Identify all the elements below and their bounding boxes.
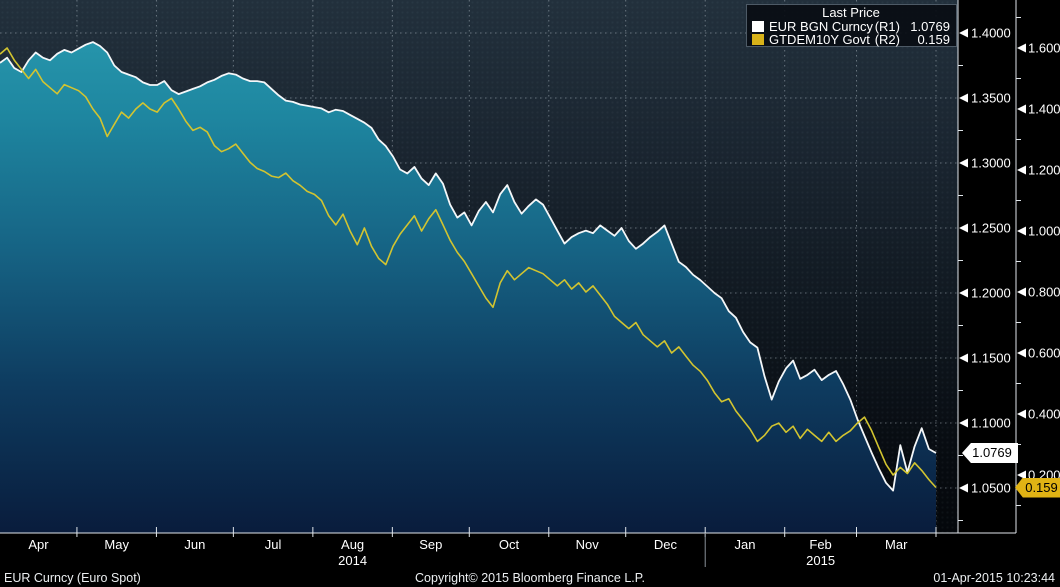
x-axis-month-label: May — [104, 537, 129, 552]
axis-tick-arrow-icon — [959, 28, 968, 38]
y-axis-tick-label: 1.2500 — [971, 221, 1011, 236]
x-axis-year-label: 2015 — [806, 553, 836, 568]
y-axis-tick-label: 1.400 — [1028, 102, 1060, 117]
x-axis-month-label: Sep — [419, 537, 443, 552]
axis-tick-arrow-icon — [1017, 287, 1026, 297]
eur-series-swatch — [752, 21, 764, 32]
y-axis-tick-label: 0.400 — [1028, 407, 1060, 422]
y-axis-tick-label: 1.2000 — [971, 286, 1011, 301]
status-bar: EUR Curncy (Euro Spot) Copyright© 2015 B… — [0, 569, 1060, 587]
legend-row-eur[interactable]: EUR BGN Curncy (R1) 1.0769 — [752, 20, 950, 33]
y-axis-tick-label: 1.4000 — [971, 26, 1011, 41]
axis-tick-arrow-icon — [1017, 165, 1026, 175]
gtdem10y-series-last-price: 0.159 — [917, 32, 950, 47]
legend-title: Last Price — [822, 5, 880, 20]
x-axis-month-label: Apr — [28, 537, 49, 552]
x-axis-year-label: 2014 — [338, 553, 368, 568]
gtdem10y-last-price-tag: 0.159 — [1015, 477, 1060, 498]
y-axis-tick-label: 0.600 — [1028, 346, 1060, 361]
gtdem10y-yield-line — [0, 47, 937, 489]
eur-area-fill — [0, 42, 936, 533]
x-axis-month-label: Nov — [575, 537, 599, 552]
x-axis-month-label: Jan — [734, 537, 756, 552]
y-axis-tick-label: 1.0500 — [971, 481, 1011, 496]
eur-price-line — [0, 41, 937, 492]
axis-tick-arrow-icon — [1017, 470, 1026, 480]
chart-legend[interactable]: Last Price EUR BGN Curncy (R1) 1.0769 GT… — [746, 4, 957, 47]
x-axis-month-label: Feb — [809, 537, 832, 552]
axis-tick-arrow-icon — [959, 93, 968, 103]
y-axis-tick-label: 1.000 — [1028, 224, 1060, 239]
gtdem10y-series-axis: (R2) — [874, 32, 900, 47]
x-axis-month-label: Jun — [184, 537, 206, 552]
eur-series-name: EUR BGN Curncy — [769, 19, 874, 34]
axis-tick-arrow-icon — [959, 353, 968, 363]
x-axis-month-label: Jul — [264, 537, 282, 552]
eur-series-last-price: 1.0769 — [910, 19, 950, 34]
y-axis-tick-label: 1.3500 — [971, 91, 1011, 106]
axis-tick-arrow-icon — [1017, 348, 1026, 358]
y-axis-tick-label: 1.600 — [1028, 41, 1060, 56]
axis-tick-arrow-icon — [959, 418, 968, 428]
axis-tick-arrow-icon — [959, 288, 968, 298]
axis-tick-arrow-icon — [1017, 409, 1026, 419]
y-axis-tick-label: 0.800 — [1028, 285, 1060, 300]
security-description: EUR Curncy (Euro Spot) — [4, 571, 141, 585]
x-axis-month-label: Aug — [341, 537, 365, 552]
axis-tick-arrow-icon — [959, 223, 968, 233]
gtdem10y-series-name: GTDEM10Y Govt — [769, 32, 870, 47]
axis-tick-arrow-icon — [959, 483, 968, 493]
axis-tick-arrow-icon — [959, 158, 968, 168]
gtdem10y-series-swatch — [752, 34, 764, 45]
axis-tick-arrow-icon — [1017, 104, 1026, 114]
axis-tick-arrow-icon — [1017, 43, 1026, 53]
eur-series-axis: (R1) — [874, 19, 900, 34]
copyright-notice: Copyright© 2015 Bloomberg Finance L.P. — [415, 571, 645, 585]
legend-row-gtdem10y[interactable]: GTDEM10Y Govt (R2) 0.159 — [752, 33, 950, 46]
x-axis-month-label: Dec — [653, 537, 678, 552]
axis-tick-arrow-icon — [1017, 226, 1026, 236]
x-axis-month-label: Mar — [885, 537, 908, 552]
x-axis-month-label: Oct — [498, 537, 520, 552]
timestamp: 01-Apr-2015 10:23:44 — [933, 571, 1055, 585]
y-axis-tick-label: 1.200 — [1028, 163, 1060, 178]
eur-last-price-tag: 1.0769 — [962, 443, 1018, 464]
y-axis-tick-label: 1.3000 — [971, 156, 1011, 171]
y-axis-tick-label: 1.1500 — [971, 351, 1011, 366]
y-axis-tick-label: 1.1000 — [971, 416, 1011, 431]
